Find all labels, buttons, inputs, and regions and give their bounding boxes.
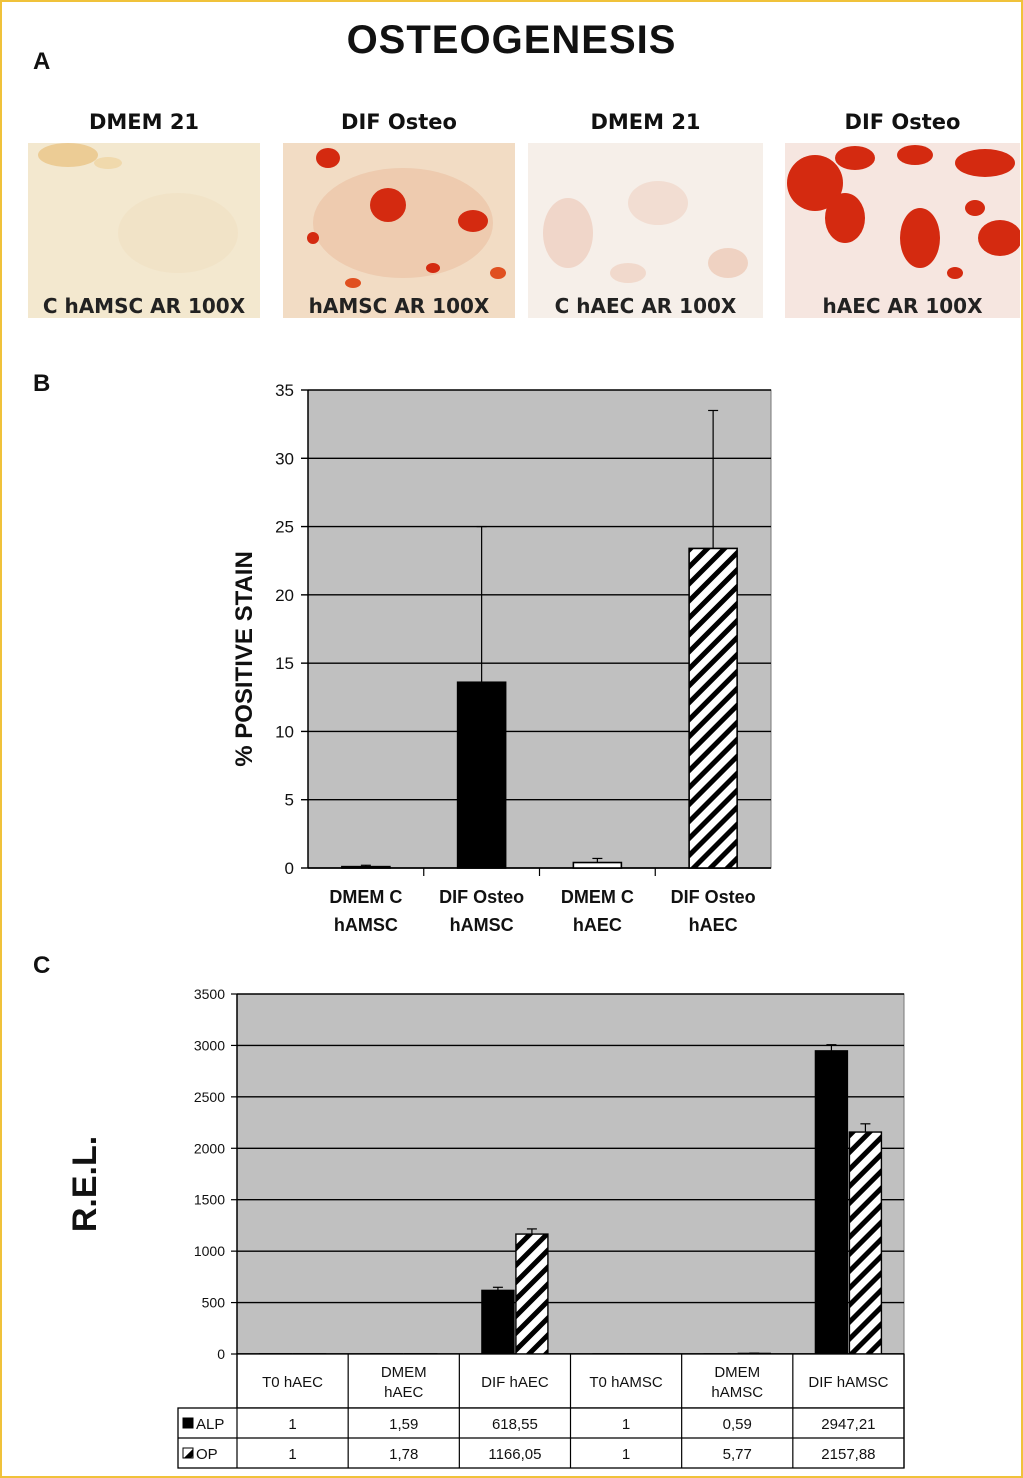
photo-header-3: DMEM 21 xyxy=(590,110,701,134)
category-label: T0 hAEC xyxy=(262,1374,323,1391)
panel-label-c: C xyxy=(33,952,51,979)
bar xyxy=(341,865,391,869)
x-tick-label: hAMSC xyxy=(334,915,398,935)
table-cell: 1 xyxy=(622,1416,630,1433)
table-cell: 0,59 xyxy=(723,1416,752,1433)
photo-header-4: DIF Osteo xyxy=(844,110,961,134)
legend-key-alp xyxy=(182,1417,194,1429)
bar xyxy=(572,861,623,869)
bar-alp xyxy=(481,1289,515,1355)
y-tick-label: 0 xyxy=(217,1346,225,1362)
legend-label: ALP xyxy=(196,1416,224,1433)
y-tick-label: 2500 xyxy=(194,1089,225,1105)
legend-key-op xyxy=(182,1447,194,1459)
bar-alp xyxy=(814,1050,849,1355)
category-label: DIF hAMSC xyxy=(808,1374,888,1391)
y-tick-label: 2000 xyxy=(194,1140,225,1156)
x-tick-label: hAEC xyxy=(689,915,738,935)
legend-label: OP xyxy=(196,1446,218,1463)
y-axis-label: % POSITIVE STAIN xyxy=(231,551,258,767)
micrograph-caption: hAMSC AR 100X xyxy=(308,294,490,318)
table-cell: 1 xyxy=(622,1446,630,1463)
x-tick-label: DIF Osteo xyxy=(439,887,524,907)
y-tick-label: 10 xyxy=(275,722,294,741)
y-axis-label: R.E.L. xyxy=(66,1136,104,1232)
y-tick-label: 15 xyxy=(275,654,294,673)
x-tick-label: hAEC xyxy=(573,915,622,935)
micrograph-haec: hAEC AR 100X xyxy=(785,143,1020,318)
figure-title: OSTEOGENESIS xyxy=(346,18,677,62)
plot-area xyxy=(236,993,905,1355)
table-cell: 1,78 xyxy=(389,1446,418,1463)
table-cell: 2947,21 xyxy=(821,1416,875,1433)
category-label: DIF hAEC xyxy=(481,1374,549,1391)
y-tick-label: 35 xyxy=(275,381,294,400)
category-label: T0 hAMSC xyxy=(589,1374,663,1391)
table-cell: 1,59 xyxy=(389,1416,418,1433)
panel-label-a: A xyxy=(33,48,51,75)
bar xyxy=(688,547,738,869)
chart-percent-positive-stain: 0 5 10 15 20 25 30 35 DMEM C hAMSC DIF Osteo hAMSC D… xyxy=(231,381,772,935)
category-label: DMEM xyxy=(381,1364,427,1381)
y-tick-label: 3000 xyxy=(194,1037,225,1053)
table-cell: 1166,05 xyxy=(488,1446,541,1463)
y-tick-label: 1000 xyxy=(194,1243,225,1259)
micrograph-caption: hAEC AR 100X xyxy=(822,294,983,318)
category-label: hAMSC xyxy=(711,1384,763,1401)
x-tick-label: DMEM C xyxy=(561,887,634,907)
table-cell: 1 xyxy=(288,1416,296,1433)
x-tick-label: hAMSC xyxy=(450,915,514,935)
table-cell: 1 xyxy=(288,1446,296,1463)
photo-header-2: DIF Osteo xyxy=(341,110,457,134)
photo-header-1: DMEM 21 xyxy=(88,110,200,134)
y-tick-label: 30 xyxy=(275,449,294,468)
y-tick-label: 25 xyxy=(275,518,294,537)
micrograph-caption: C hAEC AR 100X xyxy=(554,294,737,318)
x-tick-label: DMEM C xyxy=(329,887,402,907)
y-tick-label: 3500 xyxy=(194,986,225,1002)
y-tick-label: 1500 xyxy=(194,1192,225,1208)
micrograph-c-hamsc: C hAMSC AR 100X xyxy=(28,143,260,318)
micrograph-c-haec: C hAEC AR 100X xyxy=(528,143,763,318)
bar xyxy=(456,681,507,869)
panel-label-b: B xyxy=(33,370,51,397)
category-label: DMEM xyxy=(714,1364,760,1381)
micrograph-caption: C hAMSC AR 100X xyxy=(42,294,246,318)
table-cell: 618,55 xyxy=(492,1416,538,1433)
table-cell: 5,77 xyxy=(723,1446,752,1463)
y-tick-label: 20 xyxy=(275,586,294,605)
y-tick-label: 5 xyxy=(285,791,294,810)
bar-op xyxy=(848,1131,883,1355)
y-tick-label: 0 xyxy=(285,859,294,878)
category-label: hAEC xyxy=(384,1384,423,1401)
micrograph-hamsc: hAMSC AR 100X xyxy=(283,143,515,318)
bar-op xyxy=(515,1233,549,1355)
chart-rel-expression: 0 500 1000 1500 2000 2500 3000 3500 T0 hAEC DMEM h… xyxy=(66,986,905,1469)
y-tick-label: 500 xyxy=(202,1295,226,1311)
table-cell: 2157,88 xyxy=(821,1446,875,1463)
x-tick-label: DIF Osteo xyxy=(671,887,756,907)
